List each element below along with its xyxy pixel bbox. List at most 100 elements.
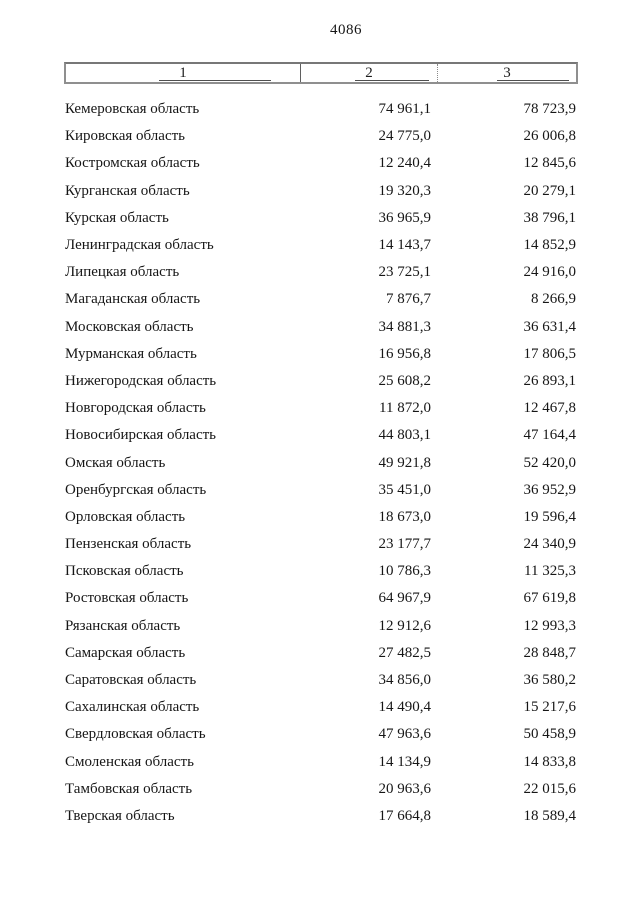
value-column-2: 36 965,9 (378, 209, 432, 226)
value-column-3: 38 796,1 (523, 209, 577, 226)
table-header: 1 2 3 (64, 62, 578, 84)
region-name: Липецкая область (65, 264, 180, 281)
region-name: Пензенская область (65, 536, 192, 553)
value-column-2: 34 881,3 (378, 318, 432, 335)
table-row: Курская область 36 965,9 38 796,1 (65, 205, 576, 232)
regions-table-body: Кемеровская область 74 961,1 78 723,9 Ки… (65, 96, 576, 830)
header-underline (355, 80, 429, 81)
value-column-2: 11 872,0 (379, 400, 431, 417)
value-column-2: 16 956,8 (378, 345, 432, 362)
value-column-2: 23 725,1 (378, 264, 432, 281)
table-row: Тамбовская область 20 963,6 22 015,6 (65, 776, 576, 803)
table-row: Липецкая область 23 725,1 24 916,0 (65, 259, 576, 286)
region-name: Рязанская область (65, 617, 181, 634)
table-header-cell-1: 1 (66, 64, 300, 82)
region-name: Орловская область (65, 508, 186, 525)
header-underline (159, 80, 271, 81)
region-name: Кировская область (65, 128, 186, 145)
value-column-2: 12 240,4 (378, 155, 432, 172)
column-3-label: 3 (503, 64, 511, 81)
value-column-3: 78 723,9 (523, 101, 577, 118)
table-header-cell-2: 2 (300, 64, 437, 82)
table-header-cell-3: 3 (437, 64, 576, 82)
table-row: Саратовская область 34 856,0 36 580,2 (65, 667, 576, 694)
table-row: Ленинградская область 14 143,7 14 852,9 (65, 232, 576, 259)
value-column-3: 24 340,9 (523, 536, 577, 553)
region-name: Мурманская область (65, 345, 197, 362)
value-column-3: 67 619,8 (523, 590, 577, 607)
region-name: Московская область (65, 318, 194, 335)
region-name: Курганская область (65, 182, 190, 199)
region-name: Тверская область (65, 807, 175, 824)
value-column-3: 8 266,9 (531, 291, 576, 308)
value-column-2: 25 608,2 (378, 372, 432, 389)
value-column-3: 36 631,4 (523, 318, 577, 335)
region-name: Костромская область (65, 155, 200, 172)
value-column-2: 18 673,0 (378, 508, 432, 525)
region-name: Ленинградская область (65, 237, 214, 254)
value-column-3: 50 458,9 (523, 726, 577, 743)
value-column-3: 20 279,1 (523, 182, 577, 199)
region-name: Сахалинская область (65, 699, 200, 716)
value-column-3: 12 993,3 (523, 617, 577, 634)
table-row: Новгородская область 11 872,0 12 467,8 (65, 395, 576, 422)
value-column-3: 36 580,2 (523, 672, 577, 689)
value-column-2: 24 775,0 (378, 128, 432, 145)
table-row: Магаданская область 7 876,7 8 266,9 (65, 286, 576, 313)
table-row: Самарская область 27 482,5 28 848,7 (65, 640, 576, 667)
column-1-label: 1 (179, 64, 187, 81)
value-column-3: 28 848,7 (523, 644, 577, 661)
table-row: Курганская область 19 320,3 20 279,1 (65, 178, 576, 205)
value-column-2: 12 912,6 (378, 617, 432, 634)
value-column-3: 47 164,4 (523, 427, 577, 444)
value-column-2: 64 967,9 (378, 590, 432, 607)
value-column-3: 15 217,6 (523, 699, 577, 716)
value-column-3: 26 893,1 (523, 372, 577, 389)
region-name: Псковская область (65, 563, 184, 580)
table-row: Костромская область 12 240,4 12 845,6 (65, 150, 576, 177)
region-name: Магаданская область (65, 291, 201, 308)
region-name: Кемеровская область (65, 101, 200, 118)
region-name: Ростовская область (65, 590, 189, 607)
page-number: 4086 (330, 22, 362, 38)
region-name: Саратовская область (65, 672, 197, 689)
value-column-2: 14 490,4 (378, 699, 432, 716)
table-row: Псковская область 10 786,3 11 325,3 (65, 558, 576, 585)
value-column-3: 11 325,3 (524, 563, 576, 580)
table-row: Московская область 34 881,3 36 631,4 (65, 314, 576, 341)
value-column-2: 34 856,0 (378, 672, 432, 689)
table-row: Омская область 49 921,8 52 420,0 (65, 449, 576, 476)
region-name: Новосибирская область (65, 427, 217, 444)
value-column-3: 52 420,0 (523, 454, 577, 471)
value-column-3: 12 467,8 (523, 400, 577, 417)
region-name: Нижегородская область (65, 372, 217, 389)
value-column-2: 74 961,1 (378, 101, 432, 118)
value-column-3: 22 015,6 (523, 780, 577, 797)
table-row: Тверская область 17 664,8 18 589,4 (65, 803, 576, 830)
value-column-2: 14 134,9 (378, 753, 432, 770)
value-column-2: 7 876,7 (386, 291, 431, 308)
value-column-2: 19 320,3 (378, 182, 432, 199)
value-column-2: 49 921,8 (378, 454, 432, 471)
region-name: Курская область (65, 209, 169, 226)
value-column-3: 36 952,9 (523, 481, 577, 498)
region-name: Оренбургская область (65, 481, 207, 498)
table-row: Пензенская область 23 177,7 24 340,9 (65, 531, 576, 558)
table-row: Новосибирская область 44 803,1 47 164,4 (65, 422, 576, 449)
region-name: Тамбовская область (65, 780, 193, 797)
table-row: Орловская область 18 673,0 19 596,4 (65, 504, 576, 531)
table-row: Рязанская область 12 912,6 12 993,3 (65, 613, 576, 640)
value-column-2: 14 143,7 (378, 237, 432, 254)
table-row: Кемеровская область 74 961,1 78 723,9 (65, 96, 576, 123)
value-column-3: 14 852,9 (523, 237, 577, 254)
table-row: Нижегородская область 25 608,2 26 893,1 (65, 368, 576, 395)
value-column-2: 20 963,6 (378, 780, 432, 797)
value-column-2: 47 963,6 (378, 726, 432, 743)
value-column-2: 17 664,8 (378, 807, 432, 824)
value-column-2: 44 803,1 (378, 427, 432, 444)
region-name: Смоленская область (65, 753, 194, 770)
value-column-2: 10 786,3 (378, 563, 432, 580)
value-column-2: 23 177,7 (378, 536, 432, 553)
table-row: Свердловская область 47 963,6 50 458,9 (65, 721, 576, 748)
region-name: Самарская область (65, 644, 186, 661)
